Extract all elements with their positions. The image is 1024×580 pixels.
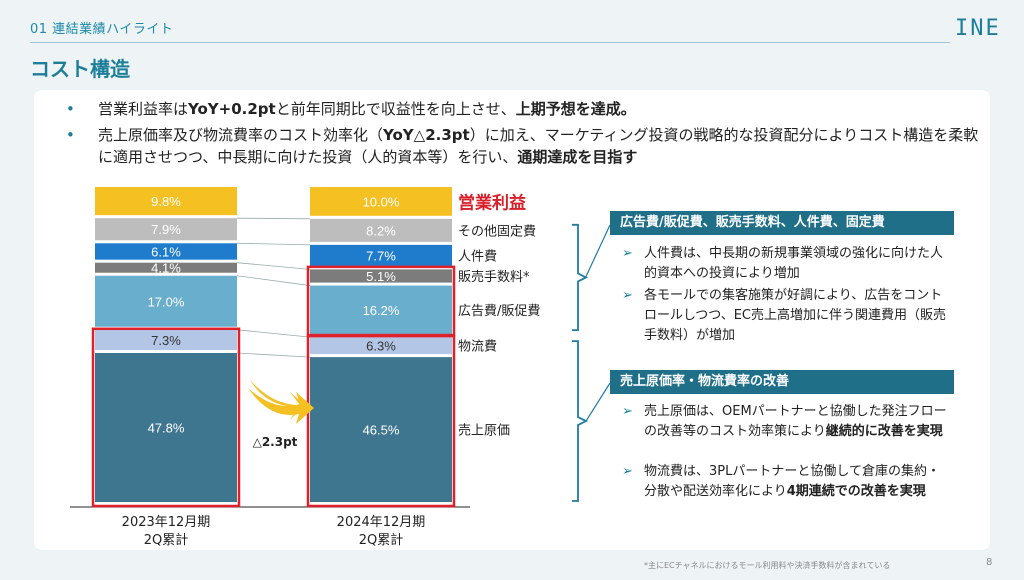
category-label: 2Q累計: [359, 532, 404, 548]
series-name-label: 物流費: [458, 340, 497, 355]
bullet-emphasis: 上期予想を達成。: [515, 100, 636, 118]
category-label: 2Q累計: [144, 532, 189, 548]
data-label: 6.3%: [366, 339, 396, 354]
highlight-box: [91, 327, 241, 508]
box-item-text: 各モールでの集客施策が好調により、広告をコントロールしつつ、EC売上高増加に伴う…: [644, 288, 946, 343]
bar-segment: [310, 337, 452, 355]
data-label: 4.1%: [151, 261, 181, 276]
box-item: ➢ 人件費は、中長期の新規事業領域の強化に向けた人的資本への投資により増加: [618, 244, 948, 284]
arrow-bullet-icon: ➢: [622, 404, 633, 419]
data-label: 6.1%: [151, 244, 181, 259]
bar-segment: [95, 218, 237, 241]
connector-line: [236, 329, 311, 338]
data-label: 10.0%: [363, 194, 400, 209]
page-number: 8: [986, 557, 993, 568]
bar-segment: [95, 329, 237, 350]
series-name-label: 人件費: [458, 250, 497, 265]
bracket-link: [585, 224, 611, 277]
box-item-text: 物流費は、3PLパートナーと協働して倉庫の集約・分散や配送効率化により: [644, 464, 940, 499]
box-item-text: 売上原価は、OEMパートナーと協働した発注フローの改善等のコスト効率策により: [644, 404, 947, 439]
bar-segment: [310, 218, 452, 242]
data-label: 7.7%: [366, 249, 396, 264]
connector-line: [236, 217, 311, 220]
box-item-emphasis: 4期連続での改善を実現: [786, 484, 926, 499]
bar-segment: [310, 187, 452, 216]
annotation-delta: △2.3pt: [253, 435, 298, 449]
bullet-emphasis: 通期達成を目指す: [517, 148, 638, 166]
bullet-text: ）に加え、マーケティング投資の戦略的な投資配分によりコスト構造を柔軟に適用させつ…: [98, 126, 979, 166]
series-name-label: 売上原価: [458, 423, 510, 439]
box-heading: 広告費/販促費、販売手数料、人件費、固定費: [610, 211, 954, 235]
summary-bullets: • 営業利益率はYoY+0.2ptと前年同期比で収益性を向上させ、上期予想を達成。…: [62, 98, 992, 172]
data-label: 5.1%: [366, 269, 396, 284]
bullet-text: と前年同期比で収益性を向上させ、: [275, 100, 516, 118]
series-name-label: 営業利益: [458, 192, 526, 213]
connector-line: [236, 262, 311, 270]
bar-segment: [310, 244, 452, 267]
bullet-emphasis: YoY+0.2pt: [188, 100, 276, 118]
series-name-label: 広告費/販促費: [458, 304, 540, 319]
category-label: 2024年12月期: [337, 515, 426, 530]
connector-line: [236, 352, 311, 358]
series-name-label: 販売手数料*: [458, 269, 530, 285]
category-label: 2023年12月期: [122, 515, 211, 530]
summary-bullet: • 売上原価率及び物流費率のコスト効率化（YoY△2.3pt）に加え、マーケティン…: [62, 124, 992, 168]
data-label: 17.0%: [148, 294, 185, 309]
data-label: 16.2%: [363, 303, 400, 318]
bracket-lower: [572, 340, 589, 502]
data-label: 9.8%: [151, 194, 181, 209]
bar-segment: [95, 262, 237, 273]
bullet-dot-icon: •: [66, 100, 75, 118]
section-label: 01 連結業績ハイライト: [30, 22, 174, 37]
bullet-emphasis: YoY△2.3pt: [383, 126, 470, 144]
arrow-bullet-icon: ➢: [622, 246, 633, 261]
data-label: 46.5%: [363, 423, 400, 438]
bar-segment: [95, 275, 237, 327]
bar-segment: [310, 269, 452, 283]
bracket-upper: [572, 223, 589, 331]
data-label: 7.9%: [151, 222, 181, 237]
bracket-link: [585, 382, 611, 422]
box-item-emphasis: 継続的に改善を実現: [825, 424, 943, 439]
data-label: 47.8%: [148, 420, 185, 435]
connector-line: [236, 275, 311, 286]
box-heading: 売上原価率・物流費率の改善: [610, 370, 954, 394]
arrow-icon: [248, 388, 314, 424]
company-logo: INE: [955, 16, 1001, 41]
data-label: 7.3%: [151, 333, 181, 348]
arrow-bullet-icon: ➢: [622, 464, 633, 479]
bar-segment: [95, 243, 237, 260]
box-item: ➢ 売上原価は、OEMパートナーと協働した発注フローの改善等のコスト効率策により継…: [618, 402, 948, 442]
box-item: ➢ 各モールでの集客施策が好調により、広告をコントロールしつつ、EC売上高増加に伴…: [618, 286, 948, 346]
bar-segment: [95, 187, 237, 216]
data-label: 8.2%: [366, 223, 396, 238]
bar-segment: [310, 285, 452, 335]
page-title: コスト構造: [30, 57, 130, 81]
bullet-dot-icon: •: [66, 126, 75, 144]
box-item-text: 人件費は、中長期の新規事業領域の強化に向けた人的資本への投資により増加: [644, 246, 944, 281]
bar-segment: [95, 352, 237, 502]
arrow-bullet-icon: ➢: [622, 288, 633, 303]
highlight-box: [306, 265, 456, 337]
bullet-text: 営業利益率は: [98, 100, 189, 118]
summary-bullet: • 営業利益率はYoY+0.2ptと前年同期比で収益性を向上させ、上期予想を達成。: [62, 98, 992, 120]
footnote: *主にECチャネルにおけるモール利用料や決済手数料が含まれている: [644, 561, 891, 570]
series-name-label: その他固定費: [458, 224, 536, 239]
box-item: ➢ 物流費は、3PLパートナーと協働して倉庫の集約・分散や配送効率化により4期連続…: [618, 462, 948, 502]
bar-segment: [310, 357, 452, 502]
connector-line: [236, 242, 311, 246]
bullet-text: 売上原価率及び物流費率のコスト効率化（: [98, 126, 384, 144]
header-divider: [30, 42, 950, 43]
